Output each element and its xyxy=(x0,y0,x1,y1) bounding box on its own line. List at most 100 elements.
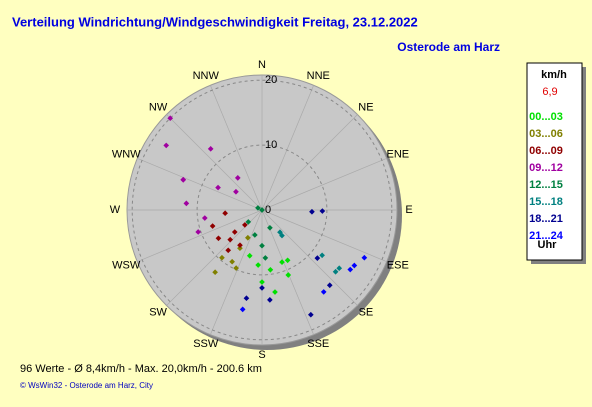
r-tick-label: 0 xyxy=(265,204,271,216)
point xyxy=(201,215,208,221)
point xyxy=(207,146,214,152)
point xyxy=(227,236,234,243)
direction-label: SW xyxy=(149,306,167,318)
direction-line xyxy=(261,85,314,211)
point xyxy=(243,295,250,302)
point xyxy=(212,269,218,276)
point xyxy=(262,255,269,261)
direction-label: SSE xyxy=(307,338,329,350)
point xyxy=(242,222,248,228)
point xyxy=(326,282,333,289)
point xyxy=(267,297,273,303)
point xyxy=(259,207,265,213)
direction-label: ESE xyxy=(387,259,409,271)
direction-line xyxy=(261,209,314,335)
grid-circle xyxy=(131,79,393,341)
direction-label: ENE xyxy=(386,148,409,160)
direction-line xyxy=(166,114,263,211)
direction-label: NNE xyxy=(307,70,330,82)
point xyxy=(245,234,251,241)
point xyxy=(234,175,241,181)
direction-line xyxy=(210,209,263,335)
point xyxy=(319,208,326,214)
direction-line xyxy=(137,209,263,262)
point xyxy=(267,266,274,273)
point xyxy=(336,265,343,272)
direction-label: N xyxy=(258,59,266,71)
point xyxy=(237,242,243,249)
point xyxy=(279,259,285,265)
legend-label: 09...12 xyxy=(529,162,563,174)
point xyxy=(237,245,243,252)
point xyxy=(351,262,358,269)
legend-label: 21...24 xyxy=(529,230,564,242)
direction-label: NE xyxy=(358,101,373,113)
point xyxy=(267,224,273,231)
direction-line xyxy=(210,85,263,211)
point xyxy=(285,272,292,278)
point xyxy=(314,255,321,261)
point xyxy=(259,242,265,249)
direction-label: NW xyxy=(149,101,168,113)
direction-line xyxy=(261,209,387,262)
point xyxy=(252,232,258,238)
point xyxy=(195,229,202,235)
direction-label: S xyxy=(258,349,265,361)
legend-title: km/h xyxy=(541,69,567,81)
direction-line xyxy=(261,114,358,211)
point xyxy=(225,247,232,254)
legend-box xyxy=(526,62,583,261)
point xyxy=(320,289,327,295)
point xyxy=(183,200,190,207)
direction-label: WNW xyxy=(112,148,141,160)
direction-line xyxy=(137,158,263,211)
point xyxy=(231,229,238,235)
point xyxy=(167,115,174,122)
direction-line xyxy=(261,209,358,306)
point xyxy=(222,210,228,217)
point xyxy=(272,289,278,295)
r-tick-label: 10 xyxy=(265,139,277,151)
direction-label: SSW xyxy=(193,338,219,350)
point xyxy=(309,208,315,215)
point xyxy=(180,176,187,183)
point xyxy=(229,258,235,265)
point xyxy=(215,184,221,191)
point xyxy=(233,265,239,271)
point xyxy=(332,268,339,275)
point xyxy=(233,188,239,195)
r-tick-label: 20 xyxy=(265,74,277,86)
point xyxy=(347,266,354,273)
point xyxy=(215,235,222,242)
direction-label: NNW xyxy=(193,70,220,82)
direction-label: W xyxy=(110,204,121,216)
point xyxy=(255,262,261,268)
legend-current: 6,9 xyxy=(542,86,557,98)
direction-label: SE xyxy=(359,306,374,318)
point xyxy=(239,306,246,313)
direction-line xyxy=(261,158,387,211)
copyright: © WsWin32 - Osterode am Harz, City xyxy=(20,381,153,390)
direction-label: E xyxy=(405,204,412,216)
point xyxy=(259,279,265,285)
point xyxy=(277,229,283,236)
legend-label: 06...09 xyxy=(529,145,563,157)
point xyxy=(246,252,253,259)
point xyxy=(245,219,252,225)
point xyxy=(219,254,225,261)
legend-label: 18...21 xyxy=(529,213,563,225)
point xyxy=(209,223,216,229)
point xyxy=(163,142,170,149)
legend-label: 12...15 xyxy=(529,179,563,191)
legend-label: 03...06 xyxy=(529,128,563,140)
legend-label: 15...18 xyxy=(529,196,563,208)
chart-title: Verteilung Windrichtung/Windgeschwindigk… xyxy=(12,14,418,29)
point xyxy=(319,252,325,259)
point xyxy=(307,311,314,318)
footer: 96 Werte - Ø 8,4km/h - Max. 20,0km/h - 2… xyxy=(20,363,262,375)
chart-subtitle: Osterode am Harz xyxy=(397,40,500,54)
point xyxy=(259,285,265,291)
direction-label: WSW xyxy=(112,259,141,271)
legend-label: 00...03 xyxy=(529,111,563,123)
